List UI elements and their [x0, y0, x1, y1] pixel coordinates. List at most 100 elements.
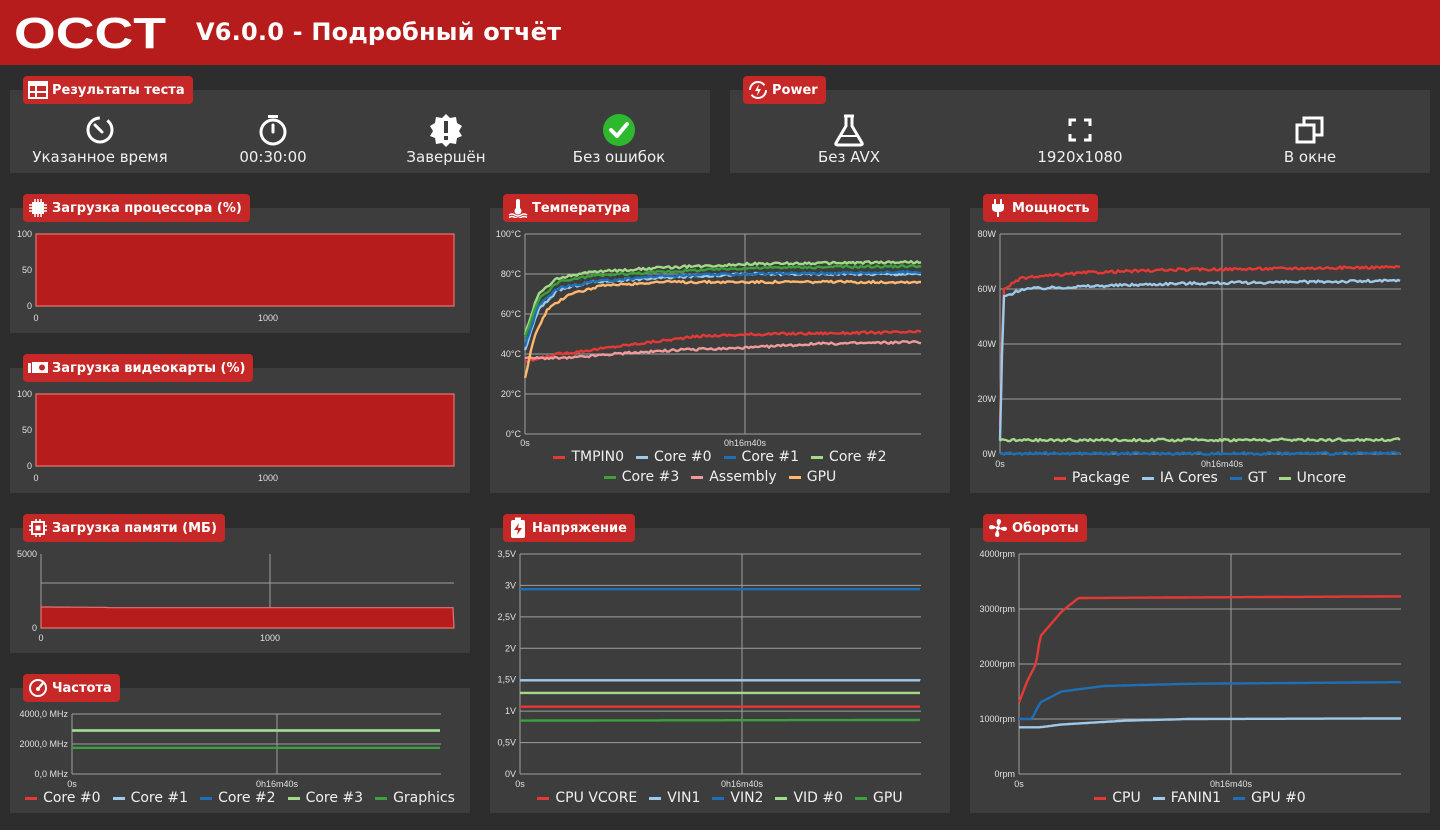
legend-label: Assembly: [709, 469, 777, 485]
y-tick-label: 1,5V: [497, 675, 516, 685]
legend-label: Core #1: [741, 449, 800, 465]
legend-swatch: [553, 455, 566, 459]
y-tick-label: 0V: [505, 769, 516, 779]
legend-item-assembly: Assembly: [691, 467, 777, 487]
results-tag: Результаты теста: [23, 76, 193, 104]
memory-load-panel: 5000 0 0 1000: [10, 528, 470, 653]
temperature-chart: 100°C 80°C 60°C 40°C 20°C 0°C0s 0h16m40s: [496, 229, 922, 448]
legend-label: Core #3: [305, 790, 364, 806]
frequency-legend: Core #0 Core #1 Core #2 Core #3 Graphics: [10, 788, 470, 808]
stat-label: Без AVX: [817, 148, 881, 166]
y-tick-label: 100: [17, 229, 32, 239]
x-tick-label: 0: [33, 313, 38, 323]
legend-label: Uncore: [1296, 470, 1347, 486]
y-tick-label: 0,5V: [497, 738, 516, 748]
frequency-tag: Частота: [23, 674, 120, 702]
occt-logo: OCCT: [14, 14, 166, 52]
legend-label: Core #0: [654, 449, 712, 465]
stat-label: В окне: [1283, 148, 1337, 166]
stat-label: Указанное время: [32, 148, 168, 166]
legend-swatch: [723, 455, 736, 459]
y-tick-label: 3,5V: [497, 549, 516, 559]
logo-text: OCCT: [14, 14, 166, 52]
legend-label: Core #2: [829, 449, 887, 465]
legend-label: VIN2: [730, 790, 764, 806]
y-tick-label: 100: [17, 389, 32, 399]
voltage-legend: CPU VCORE VIN1 VIN2 VID #0 GPU: [490, 788, 950, 808]
y-tick-label: 0,0 MHz: [34, 769, 68, 779]
legend-swatch: [712, 796, 725, 800]
gpu-card-icon: [27, 357, 49, 379]
tag-label: Загрузка памяти (МБ): [52, 520, 217, 536]
stat-label: 1920x1080: [1037, 148, 1123, 166]
legend-item-package: Package: [1053, 468, 1130, 488]
y-tick-label: 0rpm: [994, 769, 1015, 779]
legend-item-cpu: CPU: [1094, 788, 1141, 808]
y-tick-label: 3000rpm: [979, 604, 1015, 614]
gpu-load-panel: 100 50 0 0 1000: [10, 368, 470, 493]
fan-icon: [987, 517, 1009, 539]
memory-chip-icon: [27, 517, 49, 539]
y-tick-label: 0W: [983, 449, 997, 459]
stat-label: Завершён: [406, 148, 486, 166]
series-line-uncore: [999, 437, 1401, 443]
x-tick-label: 0s: [1014, 779, 1024, 789]
legend-swatch: [1094, 796, 1107, 800]
legend-label: VIN1: [667, 790, 701, 806]
legend-swatch: [1278, 476, 1291, 480]
legend-item-core-3: Core #3: [603, 467, 679, 487]
legend-label: CPU: [1112, 790, 1141, 806]
legend-label: Core #0: [43, 790, 101, 806]
legend-swatch: [1229, 476, 1242, 480]
legend-item-core-2: Core #2: [811, 447, 887, 467]
legend-item-fanin1: FANIN1: [1152, 788, 1222, 808]
tag-label: Power: [772, 82, 818, 98]
series-line-core-1: [523, 269, 922, 347]
stat-label: 00:30:00: [239, 148, 307, 166]
results-table-icon: [27, 79, 49, 101]
legend-item-gt: GT: [1229, 468, 1267, 488]
legend-item-core-0: Core #0: [636, 447, 712, 467]
y-tick-label: 2000,0 MHz: [19, 739, 68, 749]
power-panel: Без AVX 1920x1080 В окне: [730, 90, 1430, 173]
legend-item-ia-cores: IA Cores: [1141, 468, 1218, 488]
series-line-package: [998, 264, 1401, 426]
stopwatch-icon: [259, 115, 287, 146]
window-restore-icon: [1295, 116, 1324, 144]
y-tick-label: 2V: [505, 643, 516, 653]
series-line-gpu-0: [1019, 681, 1401, 721]
legend-swatch: [200, 796, 213, 800]
y-tick-label: 50: [22, 425, 32, 435]
legend-label: Core #2: [218, 790, 276, 806]
legend-label: GPU #0: [1251, 790, 1306, 806]
fullscreen-icon: [1068, 118, 1092, 142]
legend-swatch: [1152, 796, 1165, 800]
y-tick-label: 60°C: [501, 309, 522, 319]
legend-swatch: [537, 796, 550, 800]
x-tick-label: 0: [38, 633, 43, 643]
area-series: [40, 606, 455, 629]
series-line-core-3: [523, 264, 922, 338]
legend-label: FANIN1: [1170, 790, 1222, 806]
y-tick-label: 2,5V: [497, 612, 516, 622]
x-tick-label: 0h16m40s: [724, 438, 767, 448]
x-tick-label: 0h16m40s: [1210, 779, 1253, 789]
memory-load-chart: 5000 00 1000: [17, 549, 455, 643]
y-tick-label: 1000rpm: [979, 714, 1015, 724]
speedometer-icon: [27, 677, 49, 699]
legend-item-vin2: VIN2: [712, 788, 763, 808]
tag-label: Загрузка процессора (%): [52, 200, 242, 216]
area-series: [35, 233, 455, 307]
thermometer-icon: [507, 197, 529, 219]
cpu-load-panel: 100 50 0 0 1000: [10, 208, 470, 333]
legend-item-vin1: VIN1: [649, 788, 700, 808]
x-tick-label: 0: [33, 473, 38, 483]
legend-swatch: [855, 796, 868, 800]
series-line-gt: [999, 450, 1401, 456]
legend-item-vid-0: VID #0: [775, 788, 843, 808]
y-tick-label: 60W: [977, 284, 996, 294]
x-tick-label: 0s: [995, 459, 1005, 469]
